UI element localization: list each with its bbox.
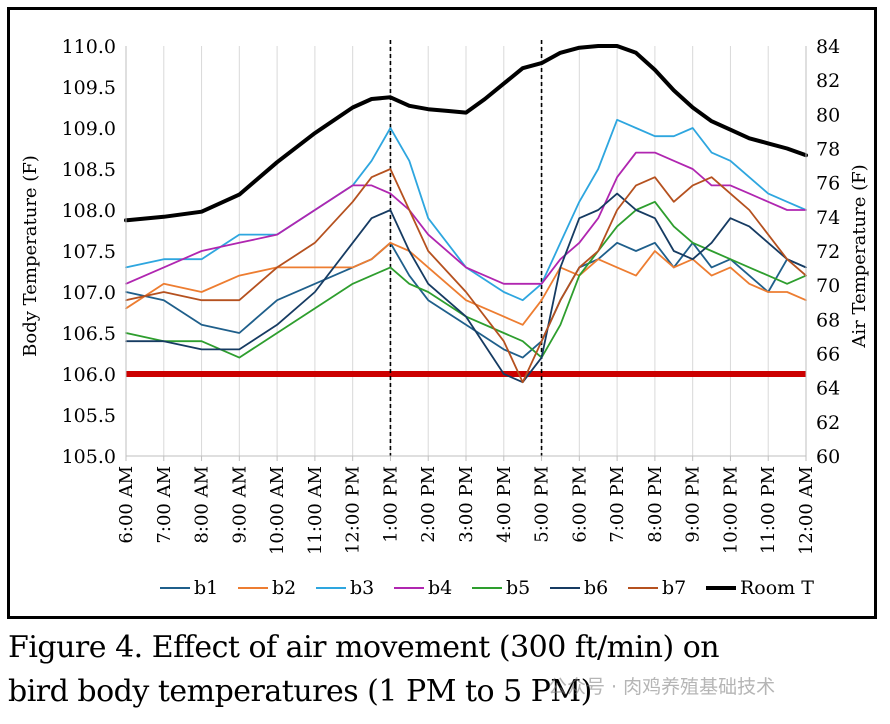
x-tick-label: 11:00 PM: [758, 466, 779, 554]
y2-tick-label: 64: [816, 378, 840, 400]
y-tick-label: 106.5: [62, 323, 116, 345]
x-tick-label: 9:00 PM: [683, 466, 704, 543]
watermark-text: 公众号 · 肉鸡养殖基础技术: [548, 676, 776, 698]
y-tick-label: 108.0: [62, 200, 116, 222]
y2-tick-label: 78: [816, 139, 840, 161]
caption-line-1: Figure 4. Effect of air movement (300 ft…: [8, 630, 720, 665]
y-tick-label: 107.0: [62, 282, 116, 304]
x-tick-label: 9:00 AM: [229, 466, 250, 544]
legend-label: b1: [194, 577, 218, 599]
caption-line-2: bird body temperatures (1 PM to 5 PM): [8, 674, 592, 709]
x-tick-label: 5:00 PM: [532, 466, 553, 543]
legend: b1 b2 b3 b4 b5 b6 b7 Room T: [160, 577, 814, 599]
x-tick-label: 10:00 PM: [720, 466, 741, 554]
series-line-b2: [125, 241, 807, 326]
x-tick-label: 7:00 PM: [607, 466, 628, 543]
y2-tick-label: 80: [816, 104, 840, 126]
x-tick-label: 8:00 PM: [645, 466, 666, 543]
y-tick-label: 106.0: [62, 364, 116, 386]
legend-label: b2: [272, 577, 296, 599]
series-line-b4: [125, 151, 807, 285]
x-tick-label: 12:00 AM: [796, 466, 817, 555]
legend-label: b6: [584, 577, 608, 599]
legend-label: b4: [428, 577, 452, 599]
x-tick-label: 12:00 PM: [343, 466, 364, 554]
y2-tick-label: 84: [816, 36, 840, 58]
legend-label: b7: [662, 577, 686, 599]
chart-frame: 105.0 105.5 106.0 106.5 107.0 107.5 108.0 108.5…: [7, 7, 877, 619]
x-tick-label: 7:00 AM: [154, 466, 175, 544]
x-tick-label: 2:00 PM: [418, 466, 439, 543]
y-tick-label: 105.5: [62, 405, 116, 427]
series-line-b7: [125, 168, 807, 384]
y-tick-label: 110.0: [62, 36, 116, 58]
x-tick-label: 4:00 PM: [494, 466, 515, 543]
legend-label: b3: [350, 577, 374, 599]
x-tick-label: 11:00 AM: [305, 466, 326, 555]
vertical-gridlines: [163, 46, 769, 456]
series-lines: [124, 44, 808, 384]
right-axis-ticks: 60 62 64 66 68 70 72 74 76 78 80 82 84: [816, 36, 840, 468]
chart: 105.0 105.5 106.0 106.5 107.0 107.5 108.0 108.5…: [20, 36, 870, 599]
y2-tick-label: 70: [816, 275, 840, 297]
event-lines: [389, 40, 543, 456]
y-axis-label: Body Temperature (F): [20, 155, 41, 357]
x-tick-label: 3:00 PM: [456, 466, 477, 543]
y-tick-label: 109.5: [62, 77, 116, 99]
series-line-b6: [125, 192, 807, 384]
y2-tick-label: 60: [816, 446, 840, 468]
y-tick-label: 109.0: [62, 118, 116, 140]
legend-label: Room T: [740, 577, 814, 599]
y-tick-label: 107.5: [62, 241, 116, 263]
y-tick-label: 105.0: [62, 446, 116, 468]
y-tick-label: 108.5: [62, 159, 116, 181]
y2-tick-label: 76: [816, 173, 840, 195]
legend-label: b5: [506, 577, 530, 599]
y2-tick-label: 74: [816, 207, 840, 229]
y2-tick-label: 72: [816, 241, 840, 263]
left-axis-ticks: 105.0 105.5 106.0 106.5 107.0 107.5 108.0 108.5…: [62, 36, 116, 468]
series-line-room-t: [124, 44, 808, 223]
x-tick-label: 6:00 AM: [116, 466, 137, 544]
figure-caption: Figure 4. Effect of air movement (300 ft…: [8, 626, 888, 714]
x-tick-label: 10:00 AM: [267, 466, 288, 555]
y2-axis-label: Air Temperature (F): [849, 164, 870, 348]
y2-tick-label: 68: [816, 309, 840, 331]
y2-tick-label: 62: [816, 412, 840, 434]
x-tick-label: 1:00 PM: [380, 466, 401, 543]
x-tick-label: 8:00 AM: [192, 466, 213, 544]
y2-tick-label: 82: [816, 70, 840, 92]
x-axis-ticks: 6:00 AM 7:00 AM 8:00 AM 9:00 AM 10:00 AM 11:0…: [116, 456, 817, 555]
x-tick-label: 6:00 PM: [569, 466, 590, 543]
y2-tick-label: 66: [816, 344, 840, 366]
